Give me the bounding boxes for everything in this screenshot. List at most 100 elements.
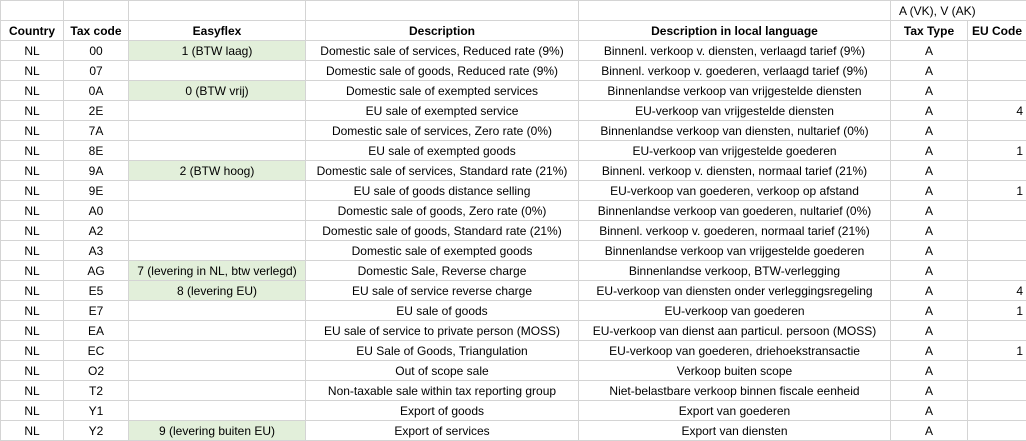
cell: Domestic sale of goods, Zero rate (0%) xyxy=(306,201,579,221)
cell xyxy=(129,101,306,121)
cell-content: EU-verkoop van goederen xyxy=(579,304,890,318)
cell-text: 07 xyxy=(89,64,102,78)
cell-text: A xyxy=(925,244,933,258)
cell-text: NL xyxy=(24,44,39,58)
cell-text: E5 xyxy=(89,284,104,298)
cell: 2E xyxy=(64,101,129,121)
cell-content: Description in local language xyxy=(579,24,890,38)
cell xyxy=(129,221,306,241)
cell-content: A xyxy=(891,384,967,398)
cell-content: Tax code xyxy=(64,24,128,38)
cell-text: Domestic sale of goods, Zero rate (0%) xyxy=(338,204,547,218)
cell: EU-verkoop van diensten onder verlegging… xyxy=(579,281,891,301)
cell-text: Tax Type xyxy=(904,24,954,38)
cell-text: 8 (levering EU) xyxy=(177,284,257,298)
cell-content: Domestic sale of goods, Reduced rate (9%… xyxy=(306,64,578,78)
cell-content: EA xyxy=(64,324,128,338)
cell xyxy=(968,121,1026,141)
cell-text: A xyxy=(925,224,933,238)
cell: NL xyxy=(1,381,64,401)
cell: NL xyxy=(1,141,64,161)
note-row: A (VK), V (AK) xyxy=(1,1,1026,21)
cell-text: NL xyxy=(24,104,39,118)
cell-text: EU-verkoop van goederen, driehoekstransa… xyxy=(609,344,860,358)
cell-content: Binnenl. verkoop v. goederen, verlaagd t… xyxy=(579,64,890,78)
cell: Verkoop buiten scope xyxy=(579,361,891,381)
cell: E5 xyxy=(64,281,129,301)
cell-text: NL xyxy=(24,84,39,98)
cell: 9E xyxy=(64,181,129,201)
cell-content: A xyxy=(891,84,967,98)
cell-text: 7A xyxy=(89,124,104,138)
cell: 0 (BTW vrij) xyxy=(129,81,306,101)
cell-content: O2 xyxy=(64,364,128,378)
cell-text: Out of scope sale xyxy=(395,364,488,378)
cell-text: 8E xyxy=(89,144,104,158)
cell xyxy=(129,401,306,421)
cell-text: EU sale of exempted goods xyxy=(368,144,515,158)
cell-content: Domestic sale of services, Standard rate… xyxy=(306,164,578,178)
cell-content: A xyxy=(891,404,967,418)
cell: EU sale of goods xyxy=(306,301,579,321)
cell: Niet-belastbare verkoop binnen fiscale e… xyxy=(579,381,891,401)
cell-content: Y2 xyxy=(64,424,128,438)
cell-text: 4 xyxy=(1016,104,1023,118)
cell-text: 1 xyxy=(1016,344,1023,358)
cell-text: 2E xyxy=(89,104,104,118)
cell: Binnenl. verkoop v. goederen, normaal ta… xyxy=(579,221,891,241)
cell-content: AG xyxy=(64,264,128,278)
cell-content: A xyxy=(891,204,967,218)
cell-text: 2 (BTW hoog) xyxy=(180,164,255,178)
cell-content: Binnenlandse verkoop van vrijgestelde di… xyxy=(579,84,890,98)
cell: Binnenlandse verkoop van diensten, nulta… xyxy=(579,121,891,141)
cell-content: 9A xyxy=(64,164,128,178)
cell: A xyxy=(891,261,968,281)
cell-content: Export van diensten xyxy=(579,424,890,438)
cell-content: 07 xyxy=(64,64,128,78)
cell: Binnenlandse verkoop, BTW-verlegging xyxy=(579,261,891,281)
cell: EC xyxy=(64,341,129,361)
cell: EU-verkoop van vrijgestelde diensten xyxy=(579,101,891,121)
cell-content: NL xyxy=(1,424,63,438)
cell: NL xyxy=(1,401,64,421)
cell-text: Binnenl. verkoop v. diensten, normaal ta… xyxy=(602,164,867,178)
cell-text: EU-verkoop van vrijgestelde goederen xyxy=(632,144,836,158)
cell-text: Binnenlandse verkoop van goederen, nulta… xyxy=(598,204,872,218)
cell: 9A xyxy=(64,161,129,181)
cell-text: Export of services xyxy=(394,424,489,438)
cell: A xyxy=(891,281,968,301)
cell-content: NL xyxy=(1,144,63,158)
cell xyxy=(968,421,1026,441)
cell-content: A xyxy=(891,324,967,338)
cell xyxy=(968,261,1026,281)
cell-content: A3 xyxy=(64,244,128,258)
cell-content: 1 xyxy=(968,144,1026,158)
cell-content: NL xyxy=(1,164,63,178)
cell-text: Binnenlandse verkoop van diensten, nulta… xyxy=(600,124,868,138)
cell: A xyxy=(891,161,968,181)
cell-content: 1 (BTW laag) xyxy=(129,44,305,58)
cell-text: EC xyxy=(88,344,105,358)
cell: NL xyxy=(1,281,64,301)
cell-text: Y1 xyxy=(89,404,104,418)
cell: Domestic sale of goods, Reduced rate (9%… xyxy=(306,61,579,81)
cell-text: Domestic Sale, Reverse charge xyxy=(358,264,527,278)
cell: NL xyxy=(1,101,64,121)
cell-content: EU-verkoop van dienst aan particul. pers… xyxy=(579,324,890,338)
cell xyxy=(129,121,306,141)
cell-text: Domestic sale of services, Zero rate (0%… xyxy=(332,124,552,138)
cell-text: A xyxy=(925,184,933,198)
cell-content: A xyxy=(891,124,967,138)
cell-text: A xyxy=(925,364,933,378)
cell: Export of services xyxy=(306,421,579,441)
cell-text: 0 (BTW vrij) xyxy=(185,84,248,98)
cell: A0 xyxy=(64,201,129,221)
